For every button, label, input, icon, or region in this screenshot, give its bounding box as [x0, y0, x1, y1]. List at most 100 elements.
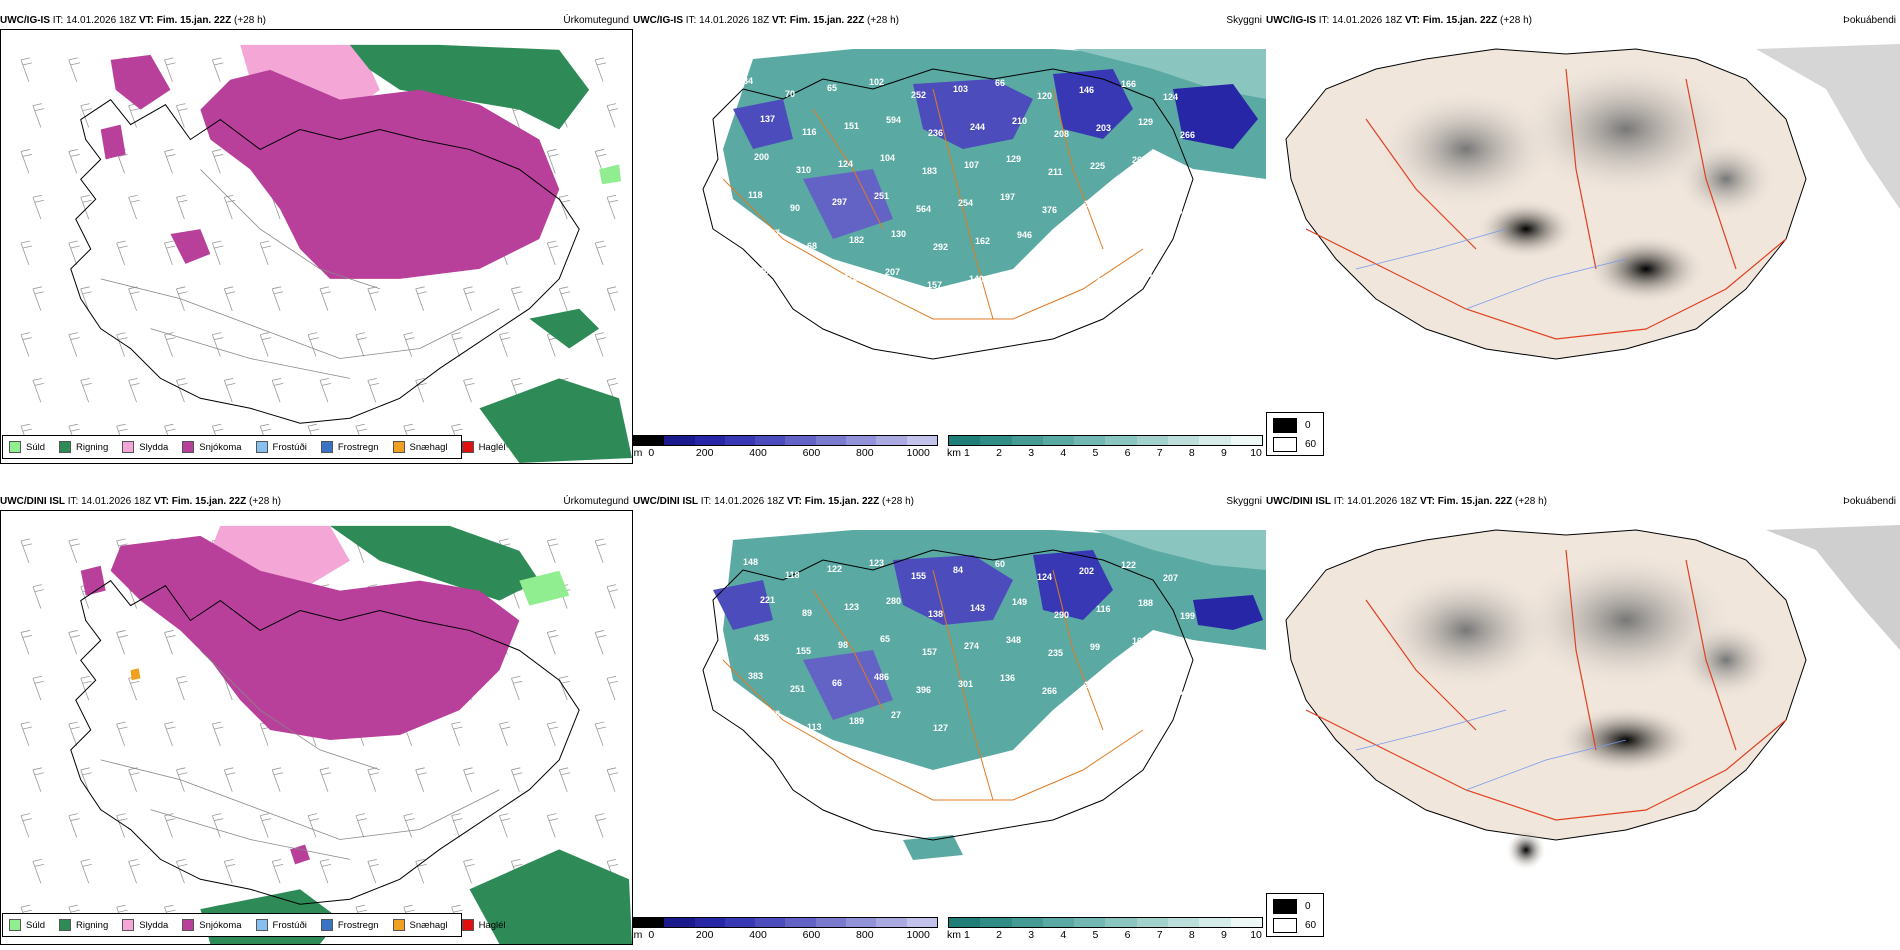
wind-barb-icon [546, 240, 559, 266]
snjokoma-area-2 [110, 54, 171, 110]
visibility-value: 129 [1053, 281, 1068, 291]
panel-visibility-igis: UWC/IG-IS IT: 14.01.2026 18Z VT: Fim. 15… [633, 14, 1324, 464]
vt-label: VT: [1419, 496, 1435, 507]
colorbar-swatch [1168, 436, 1200, 445]
fog-map-svg [1285, 525, 1900, 870]
visibility-value: 123 [869, 558, 884, 568]
colorbar-swatch [906, 918, 937, 927]
panel-visibility-dini: UWC/DINI ISL IT: 14.01.2026 18Z VT: Fim.… [633, 495, 1324, 945]
blue-low-vis-5 [733, 99, 793, 149]
snjokoma-area-1 [110, 535, 520, 740]
wind-barb-icon [463, 767, 475, 792]
legend-item: Frostregn [320, 441, 379, 453]
roads-red [1305, 549, 1787, 821]
panel-header: UWC/IG-IS IT: 14.01.2026 18Z VT: Fim. 15… [633, 14, 1266, 28]
wind-barb-icon [68, 57, 80, 82]
panel-title: Úrkomutegund [563, 15, 629, 26]
fog-swatch-black [1273, 899, 1297, 914]
visibility-value: 155 [911, 571, 926, 581]
legend-label: Frostúði [272, 441, 307, 453]
colorbar-tick: 600 [802, 929, 821, 941]
wind-barb-icon [415, 767, 427, 792]
blue-low-vis-4 [803, 169, 893, 239]
colorbar-swatch [1230, 918, 1262, 927]
wind-barb-icon [594, 721, 607, 747]
legend-item: Snæhagl [392, 919, 448, 931]
colorbar-tick: 7 [1156, 929, 1163, 941]
colorbar-tick: 2 [996, 447, 1002, 459]
wind-barb-icon [415, 378, 427, 403]
panel-title: Þokuábendi [1843, 496, 1896, 507]
it-label: IT: [1333, 496, 1345, 507]
visibility-value: 84 [953, 565, 963, 575]
visibility-value: 594 [886, 115, 901, 125]
colorbar-swatch [1105, 918, 1137, 927]
colorbar-tick: 4 [1060, 929, 1067, 941]
wind-barb-icon [223, 286, 236, 311]
fog-legend-row: 0 [1273, 899, 1311, 914]
colorbar-tick: 10 [1250, 447, 1262, 459]
colorbar-swatch [980, 918, 1012, 927]
wind-barb-icon [558, 286, 571, 311]
visibility-value: 183 [922, 166, 937, 176]
wind-barb-icon [211, 813, 224, 838]
visibility-value: 129 [1006, 154, 1021, 164]
colorbar-swatch [1074, 918, 1106, 927]
legend-swatch [9, 919, 21, 931]
wind-barb-icon [606, 584, 619, 609]
wind-barb-icon [355, 332, 367, 357]
panel-title: Skyggni [1226, 496, 1262, 507]
visibility-value: 103 [953, 84, 968, 94]
visibility-value: 203 [1096, 123, 1111, 133]
visibility-value: 65 [827, 83, 837, 93]
colorbar-km-ticks: km 1 2 3 4 5 6 7 8 9 10 [947, 446, 1263, 459]
visibility-value: 210 [1012, 116, 1027, 126]
colorbar-swatch [1199, 918, 1231, 927]
fog-map [1266, 510, 1900, 910]
colorbar-swatch [815, 436, 847, 445]
legend-label: Slydda [139, 919, 169, 931]
visibility-value: 348 [1006, 635, 1021, 645]
vt-value: Fim. 15.jan. 22Z [804, 496, 880, 507]
visibility-value: 136 [1000, 673, 1015, 683]
wind-barb-icon [223, 767, 236, 792]
panel-header: UWC/DINI ISL IT: 14.01.2026 18Z VT: Fim.… [0, 495, 633, 509]
fog-patch [1506, 830, 1546, 870]
visibility-value: 724 [1059, 243, 1074, 253]
visibility-value: 236 [928, 128, 943, 138]
legend-label: Rigning [76, 441, 109, 453]
colorbar-swatch [694, 436, 725, 445]
wind-barb-icon [164, 149, 176, 174]
model-name: UWC/IG-IS [633, 15, 683, 26]
visibility-value: 380 [1126, 193, 1141, 203]
colorbar-tick: 200 [695, 929, 714, 941]
wind-barb-icon [367, 286, 379, 311]
iceland-outline [702, 68, 1194, 360]
model-name: UWC/IG-IS [1266, 15, 1316, 26]
legend-swatch [461, 441, 474, 453]
visibility-value: 138 [928, 609, 943, 619]
wind-barb-icon [319, 767, 332, 792]
wind-barb-icon [68, 721, 80, 747]
legend-label: Slydda [139, 441, 169, 453]
wind-barb-icon [20, 332, 32, 357]
rigning-area-2 [469, 849, 632, 944]
fog-legend: 0 60 [1266, 412, 1324, 456]
colorbar-swatch [906, 436, 937, 445]
wind-barb-icon [451, 721, 463, 747]
precip-map-svg [20, 44, 632, 463]
colorbar-swatch [694, 918, 725, 927]
wind-barb-icon [319, 859, 332, 884]
legend-swatch [122, 441, 135, 453]
wind-barb-icon [511, 767, 523, 792]
colorbar-tick: 4 [1060, 447, 1067, 459]
visibility-value: 200 [754, 152, 769, 162]
colorbar-m-swatches [633, 435, 938, 446]
visibility-value: 99 [1090, 642, 1100, 652]
panel-fog-dini: UWC/DINI ISL IT: 14.01.2026 18Z VT: Fim.… [1266, 495, 1900, 945]
wind-barb-icon [367, 378, 379, 403]
colorbar-km-swatches [948, 917, 1263, 928]
lead-time: (+28 h) [1515, 496, 1547, 507]
colorbar-tick: 800 [856, 929, 874, 941]
wind-barb-icon [116, 630, 128, 655]
